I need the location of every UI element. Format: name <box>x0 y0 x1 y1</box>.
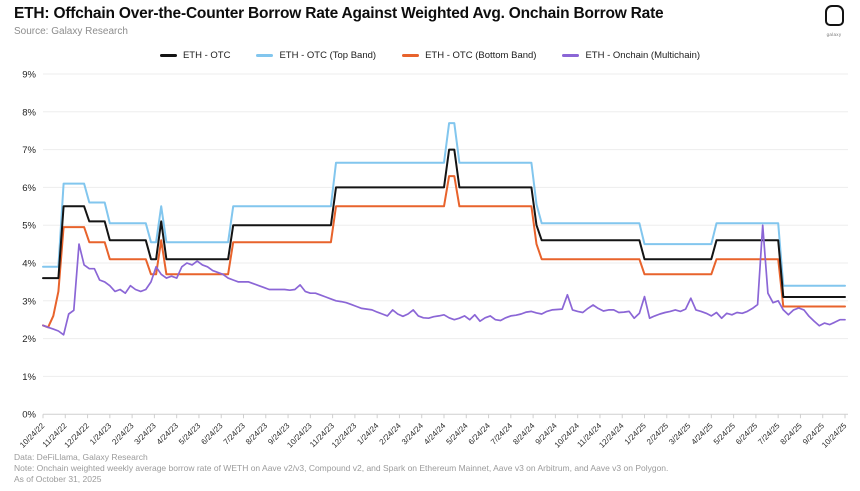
chart-source: Source: Galaxy Research <box>14 26 128 37</box>
legend-label: ETH - OTC <box>182 50 231 61</box>
legend-swatch-icon <box>256 54 274 57</box>
x-tick-label: 4/24/24 <box>422 421 448 447</box>
x-tick-label: 2/24/23 <box>110 421 136 447</box>
legend-item-eth-onchain-multichain[interactable]: ETH - Onchain (Multichain) <box>562 50 700 61</box>
legend-item-eth-otc[interactable]: ETH - OTC <box>159 50 231 61</box>
x-tick-label: 7/24/23 <box>222 421 248 447</box>
x-tick-label: 8/24/25 <box>779 421 805 447</box>
galaxy-logo: galaxy <box>821 5 847 37</box>
x-tick-label: 10/24/25 <box>820 421 849 450</box>
legend-swatch-icon <box>159 54 177 57</box>
legend-swatch-icon <box>562 54 580 57</box>
legend-label: ETH - OTC (Bottom Band) <box>425 50 537 61</box>
x-tick-label: 12/24/23 <box>330 421 359 450</box>
legend-item-eth-otc-bottom-band[interactable]: ETH - OTC (Bottom Band) <box>402 50 536 61</box>
series-line-eth-otc-top-band <box>42 122 846 287</box>
x-tick-label: 8/24/23 <box>244 421 270 447</box>
y-tick-label: 0% <box>22 410 36 421</box>
x-tick-label: 7/24/24 <box>489 421 515 447</box>
galaxy-logo-label: galaxy <box>826 32 842 37</box>
legend-label: ETH - OTC (Top Band) <box>279 50 377 61</box>
x-tick-label: 5/24/25 <box>712 421 738 447</box>
legend-label: ETH - Onchain (Multichain) <box>585 50 701 61</box>
chart-legend: ETH - OTC ETH - OTC (Top Band) ETH - OTC (… <box>0 50 860 61</box>
y-tick-label: 5% <box>22 221 36 232</box>
series-line-eth-onchain-multichain <box>42 224 846 336</box>
footer-as-of-date: As of October 31, 2025 <box>14 474 102 484</box>
y-tick-label: 7% <box>22 145 36 156</box>
x-tick-label: 5/24/23 <box>177 421 203 447</box>
chart-footer: Data: DeFiLlama, Galaxy Research Note: O… <box>14 452 668 485</box>
y-tick-label: 2% <box>22 334 36 345</box>
y-tick-label: 6% <box>22 183 36 194</box>
footer-data-source: Data: DeFiLlama, Galaxy Research <box>14 452 148 462</box>
x-tick-label: 3/24/25 <box>667 421 693 447</box>
x-tick-label: 2/24/25 <box>645 421 671 447</box>
x-tick-label: 4/24/23 <box>155 421 181 447</box>
y-tick-label: 4% <box>22 259 36 270</box>
y-tick-label: 3% <box>22 296 36 307</box>
series-line-eth-otc <box>42 148 846 298</box>
y-tick-label: 8% <box>22 107 36 118</box>
x-tick-label: 6/24/24 <box>467 421 493 447</box>
x-tick-label: 4/24/25 <box>690 421 716 447</box>
legend-swatch-icon <box>402 54 420 57</box>
x-tick-label: 3/24/23 <box>133 421 159 447</box>
x-tick-label: 1/24/25 <box>623 421 649 447</box>
x-tick-label: 7/24/25 <box>756 421 782 447</box>
x-tick-label: 6/24/25 <box>734 421 760 447</box>
x-tick-label: 1/24/23 <box>88 421 114 447</box>
x-tick-label: 2/24/24 <box>378 421 404 447</box>
y-tick-label: 9% <box>22 70 36 81</box>
legend-item-eth-otc-top-band[interactable]: ETH - OTC (Top Band) <box>256 50 376 61</box>
x-tick-label: 8/24/24 <box>511 421 537 447</box>
x-tick-label: 5/24/24 <box>444 421 470 447</box>
x-tick-label: 12/24/22 <box>63 421 92 450</box>
y-tick-label: 1% <box>22 372 36 383</box>
footer-note: Note: Onchain weighted weekly average bo… <box>14 463 669 473</box>
x-tick-label: 6/24/23 <box>199 421 225 447</box>
galaxy-logo-icon <box>824 5 844 26</box>
x-tick-label: 12/24/24 <box>597 421 626 450</box>
series-line-eth-otc-bottom-band <box>42 175 846 329</box>
page-title: ETH: Offchain Over-the-Counter Borrow Ra… <box>14 5 664 22</box>
x-tick-label: 1/24/24 <box>355 421 381 447</box>
x-tick-label: 3/24/24 <box>400 421 426 447</box>
